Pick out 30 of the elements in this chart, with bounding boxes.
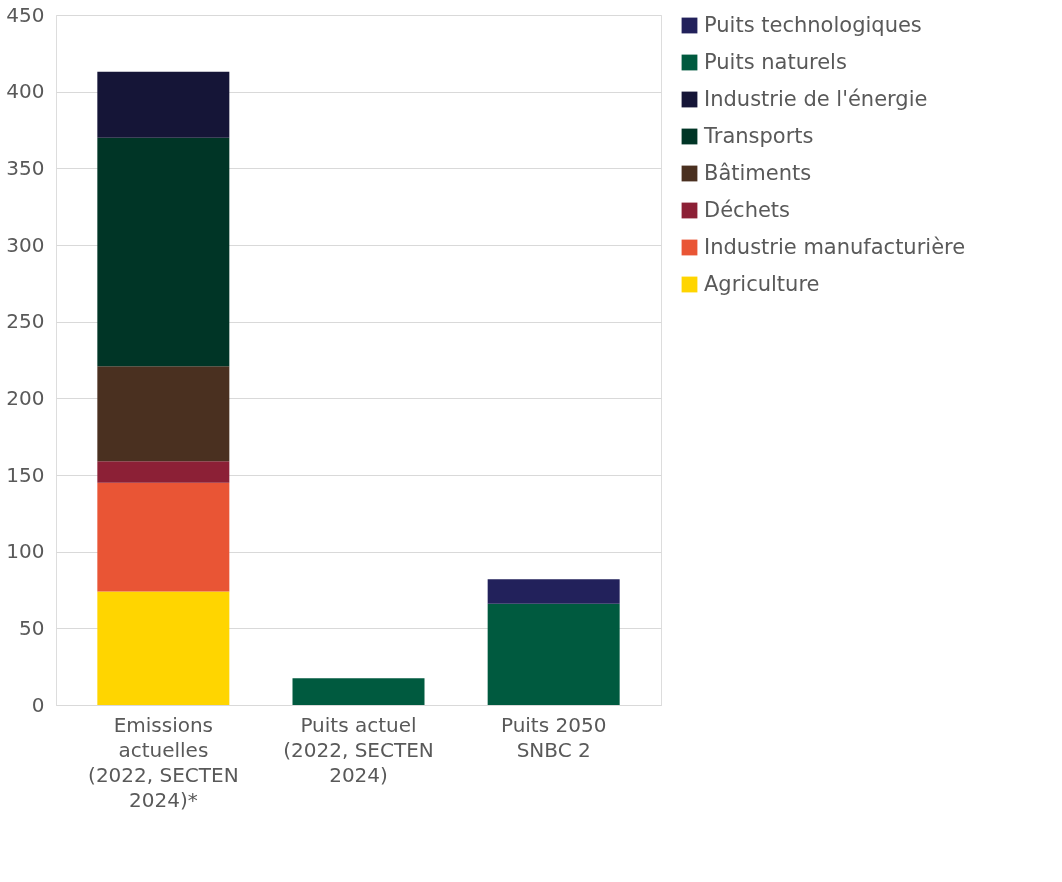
- bar: [97, 366, 230, 462]
- y-tick-label: 350: [6, 155, 45, 180]
- x-tick-label: Puits actuel (2022, SECTEN 2024): [283, 712, 434, 787]
- bar: [97, 71, 230, 138]
- y-tick-label: 200: [6, 385, 45, 410]
- bar: [97, 137, 230, 367]
- legend-label: Agriculture: [704, 271, 820, 296]
- y-tick-label: 0: [31, 692, 45, 717]
- y-tick-label: 300: [6, 232, 45, 257]
- legend-label: Puits naturels: [704, 49, 847, 74]
- y-tick-label: 50: [19, 615, 45, 640]
- legend-label: Transports: [703, 123, 814, 148]
- y-tick-label: 400: [6, 79, 45, 104]
- legend-label: Industrie de l'énergie: [704, 86, 928, 111]
- x-tick-label: Emissions actuelles (2022, SECTEN 2024)*: [88, 712, 239, 812]
- bar: [487, 579, 620, 604]
- y-tick-label: 450: [6, 2, 45, 27]
- bar: [487, 603, 620, 705]
- bar: [292, 678, 425, 705]
- legend-label: Bâtiments: [704, 160, 812, 185]
- bar: [97, 482, 230, 592]
- y-tick-label: 250: [6, 309, 45, 334]
- x-tick-label: Puits 2050 SNBC 2: [500, 712, 607, 762]
- y-tick-label: 150: [6, 462, 45, 487]
- legend-label: Industrie manufacturière: [704, 234, 966, 259]
- legend-label: Puits technologiques: [704, 12, 922, 37]
- legend-label: Déchets: [704, 197, 791, 222]
- bar: [97, 591, 230, 705]
- bar: [97, 461, 230, 483]
- y-tick-label: 100: [6, 539, 45, 564]
